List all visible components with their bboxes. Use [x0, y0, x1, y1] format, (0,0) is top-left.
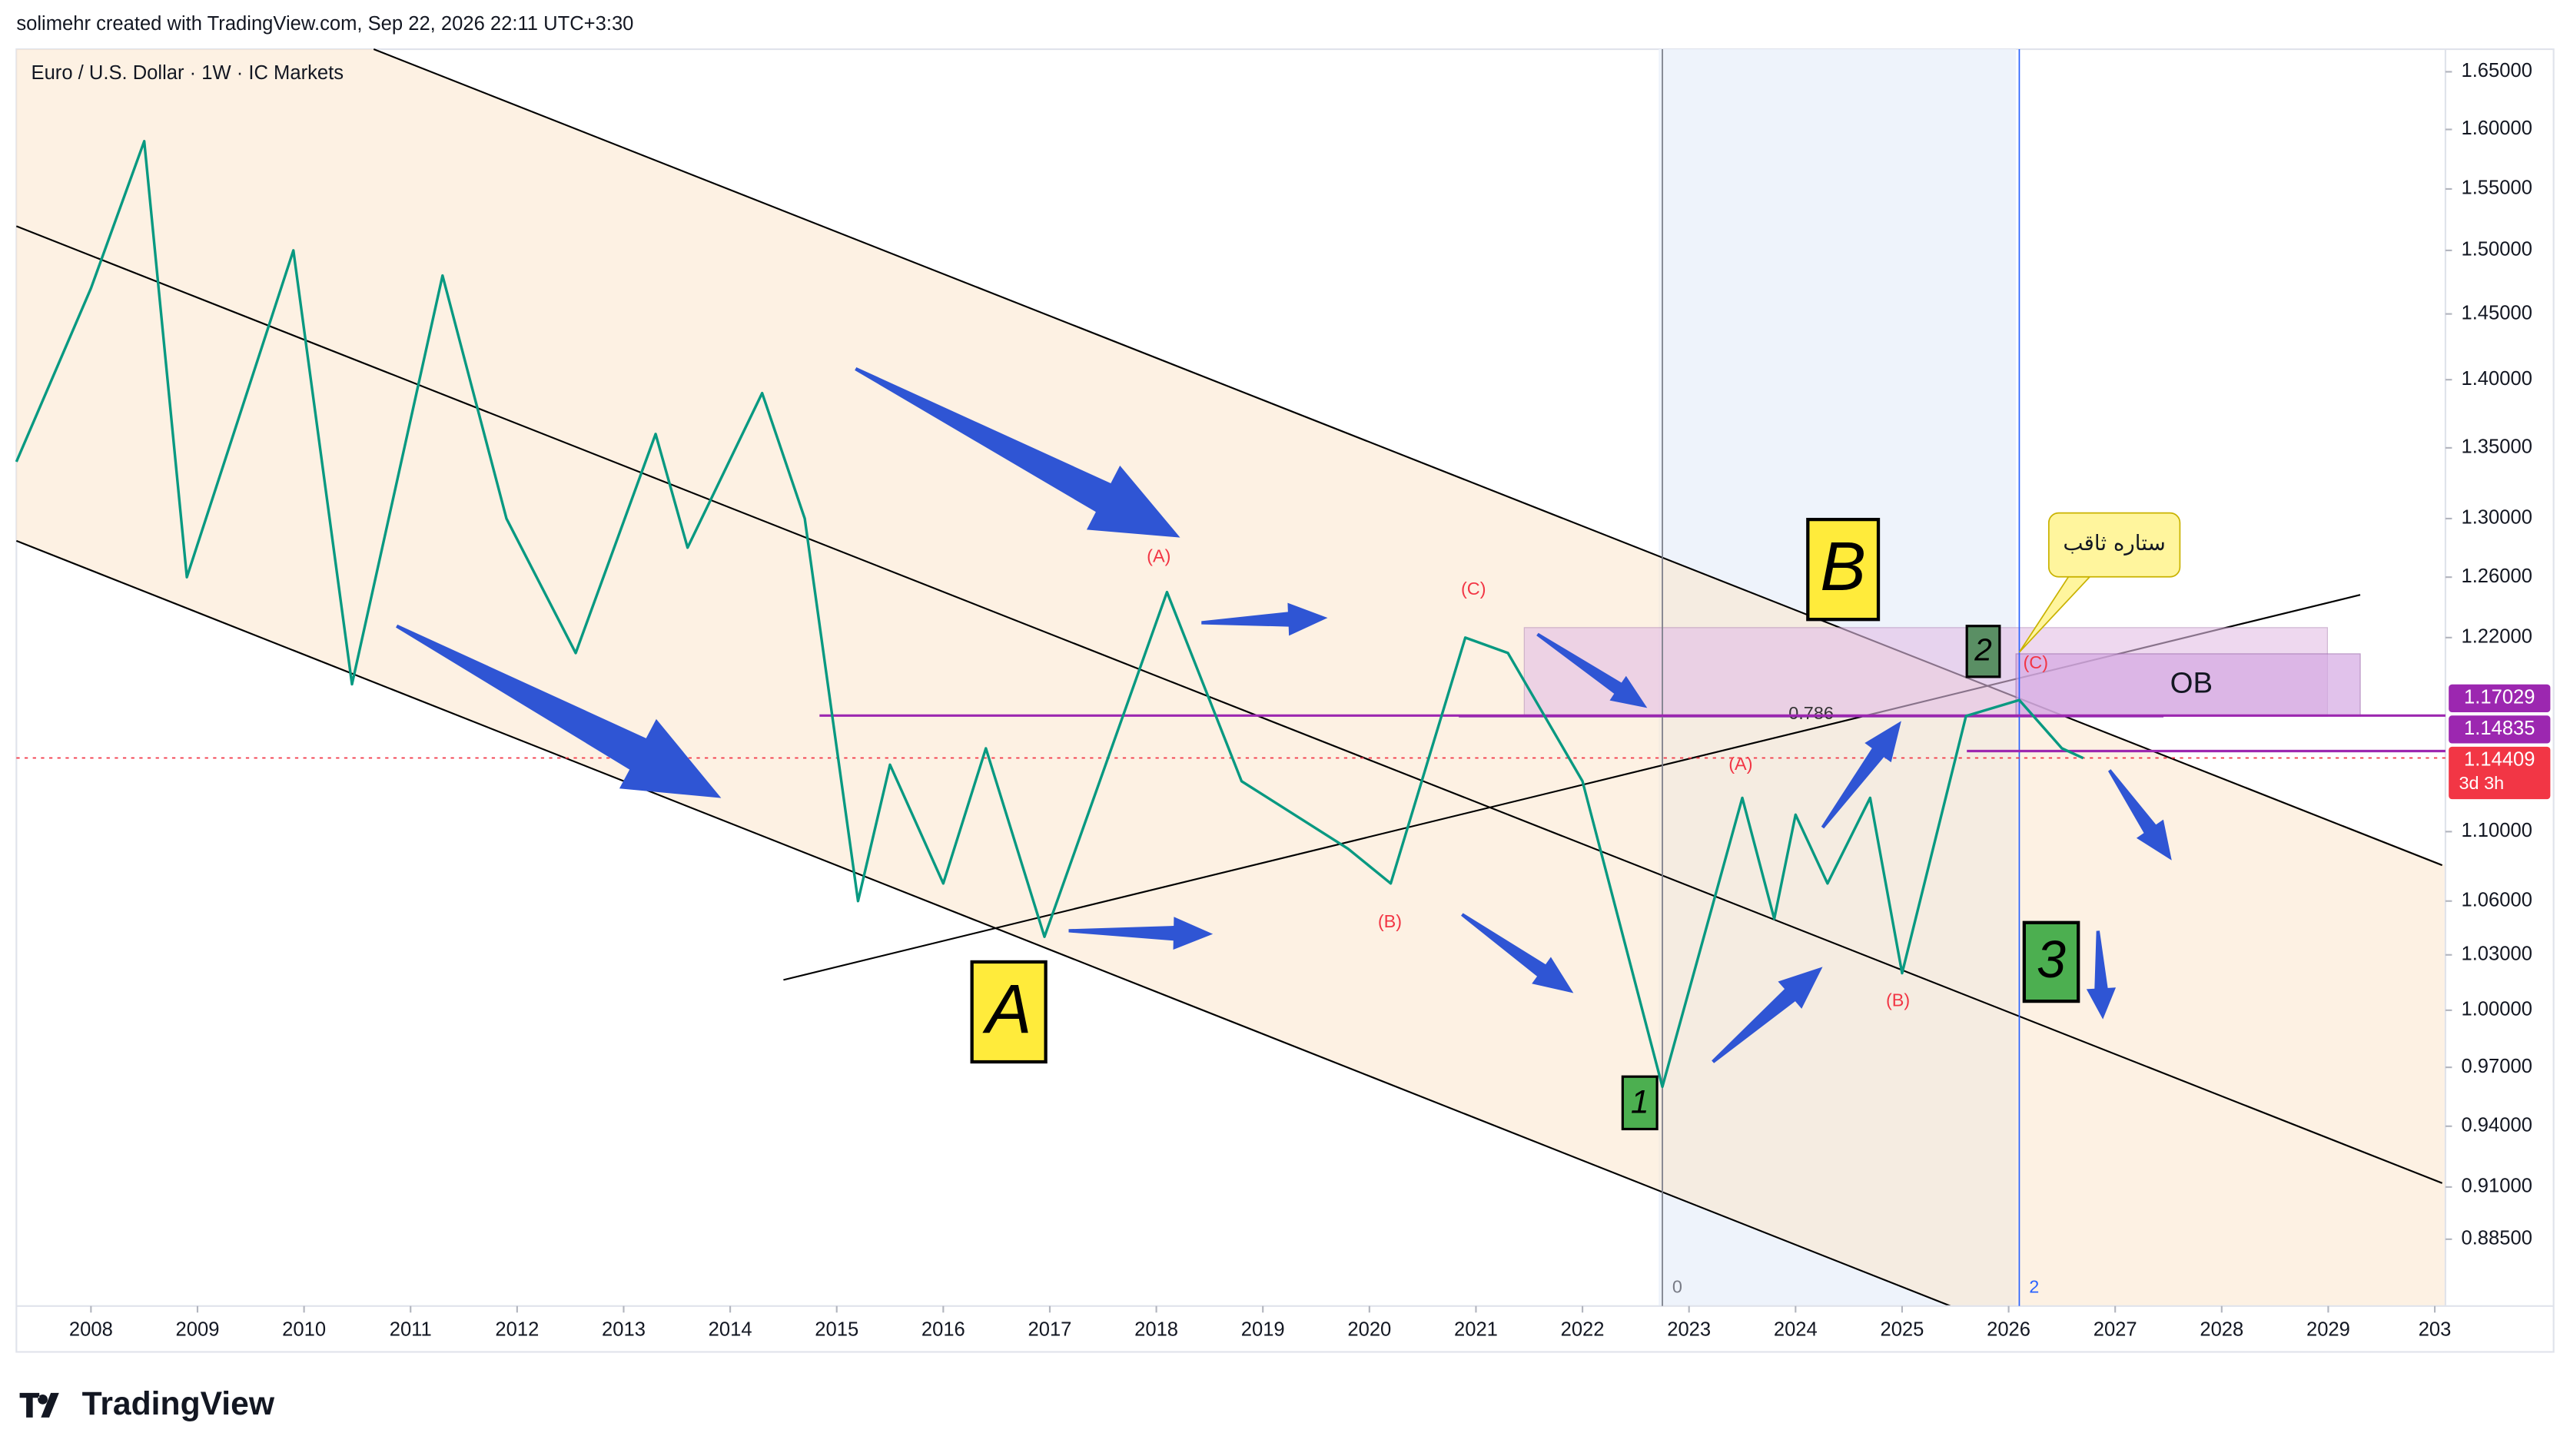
y-tick-label: 1.10000: [2461, 820, 2532, 841]
chart-title: Euro / U.S. Dollar · 1W · IC Markets: [32, 62, 344, 84]
arrow: [1821, 721, 1901, 829]
wave-labels: (A) (C) (B) (A) (B) (C): [1147, 546, 2048, 1010]
x-tick-label: 2020: [1347, 1319, 1391, 1341]
x-tick-label: 2022: [1561, 1319, 1605, 1341]
y-tick-label: 1.65000: [2461, 60, 2532, 81]
marker-label: 0: [1672, 1277, 1682, 1297]
wave-boxes: A B 1 2 3: [970, 517, 2080, 1131]
callout-text: ستاره ثاقب: [2063, 530, 2165, 556]
arrow: [2108, 769, 2172, 861]
x-tick-label: 2023: [1667, 1319, 1711, 1341]
y-tick-label: 0.97000: [2461, 1056, 2532, 1077]
x-tick-label: 2025: [1880, 1319, 1924, 1341]
box-label: 2: [1974, 632, 1992, 668]
x-tick-label: 2010: [282, 1319, 326, 1341]
price-tag: [2449, 684, 2551, 713]
x-tick-label: 2009: [176, 1319, 220, 1341]
price-tag-label: 1.17029: [2464, 687, 2535, 708]
x-tick-label: 2016: [921, 1319, 965, 1341]
price-line: [15, 140, 2084, 1089]
box: [970, 960, 1048, 1064]
x-tick-label: 2029: [2306, 1319, 2350, 1341]
countdown: 3d 3h: [2459, 773, 2505, 793]
y-tick-label: 1.40000: [2461, 368, 2532, 390]
channel-upper: [373, 48, 2443, 867]
y-tick-label: 0.94000: [2461, 1115, 2532, 1136]
logo: TradingView: [19, 1385, 275, 1422]
channel-middle: [15, 225, 2443, 1184]
logo-text: TradingView: [82, 1385, 275, 1422]
price-tag: [2449, 746, 2551, 800]
wave-label: (B): [1378, 911, 1402, 931]
y-tick-label: 1.50000: [2461, 239, 2532, 260]
box: [1806, 517, 1881, 622]
logo-icon: [19, 1392, 59, 1418]
marker-label: 2: [2029, 1277, 2039, 1297]
x-tick-label: 2008: [69, 1319, 113, 1341]
x-tick-label: 2027: [2094, 1319, 2137, 1341]
x-tick-label: 203: [2419, 1319, 2452, 1341]
x-tick-label: 2026: [1987, 1319, 2030, 1341]
price-tag-label: 1.14409: [2464, 749, 2535, 771]
y-tick-label: 1.60000: [2461, 118, 2532, 139]
x-tick-label: 2028: [2200, 1319, 2243, 1341]
arrow: [2086, 930, 2117, 1020]
box-label: A: [982, 970, 1032, 1047]
y-tick-label: 1.26000: [2461, 565, 2532, 587]
box-label: B: [1820, 528, 1866, 605]
trend-lines: [15, 48, 2443, 1307]
y-tick-label: 1.45000: [2461, 302, 2532, 323]
x-tick-label: 2017: [1028, 1319, 1072, 1341]
arrow: [1461, 913, 1574, 993]
x-tick-label: 2013: [602, 1319, 646, 1341]
box: [2022, 920, 2080, 1003]
fib-level-label: 0.786: [1788, 703, 1834, 723]
chart-dynamic: 1.65000 1.60000 1.55000 1.50000 1.45000 1.400…: [15, 49, 2551, 1341]
box-label: 1: [1631, 1084, 1649, 1121]
x-tick-label: 2024: [1774, 1319, 1818, 1341]
price-tag-label: 1.14835: [2464, 718, 2535, 739]
arrow: [1068, 917, 1214, 950]
price-tag: [2449, 715, 2551, 744]
x-tick-label: 2014: [709, 1319, 752, 1341]
arrow: [855, 366, 1180, 538]
box-label: 3: [2037, 930, 2066, 989]
y-tick-label: 1.06000: [2461, 889, 2532, 910]
x-tick-label: 2019: [1241, 1319, 1285, 1341]
header-text: solimehr created with TradingView.com, S…: [16, 13, 633, 35]
arrow: [1712, 967, 1823, 1063]
wave-label: (C): [1461, 579, 1486, 599]
x-tick-label: 2011: [390, 1319, 432, 1341]
channel-lower: [15, 539, 1951, 1307]
x-tick-label: 2012: [495, 1319, 539, 1341]
y-tick-label: 1.55000: [2461, 177, 2532, 199]
y-tick-label: 1.35000: [2461, 436, 2532, 458]
y-tick-label: 1.03000: [2461, 944, 2532, 965]
y-tick-label: 1.30000: [2461, 507, 2532, 529]
y-tick-label: 1.00000: [2461, 999, 2532, 1020]
arrow: [1536, 632, 1648, 708]
channel-fill: [16, 49, 2445, 1306]
box: [1621, 1075, 1659, 1131]
zone-label: OB: [2170, 667, 2213, 700]
wave-label: (A): [1728, 754, 1752, 774]
y-tick-label: 0.91000: [2461, 1176, 2532, 1197]
callout: [2047, 512, 2181, 578]
y-tick-label: 1.22000: [2461, 626, 2532, 648]
x-tick-label: 2021: [1454, 1319, 1498, 1341]
wave-label: (A): [1147, 546, 1170, 565]
arrow: [396, 624, 722, 798]
box: [1965, 625, 2001, 678]
x-tick-label: 2015: [815, 1319, 858, 1341]
arrow: [1201, 602, 1328, 636]
wave-label: (B): [1886, 990, 1910, 1010]
wave-label: (C): [2023, 652, 2048, 672]
y-tick-label: 0.88500: [2461, 1228, 2532, 1249]
x-tick-label: 2018: [1134, 1319, 1178, 1341]
arrows: [396, 366, 2172, 1063]
order-block: [2015, 653, 2361, 717]
